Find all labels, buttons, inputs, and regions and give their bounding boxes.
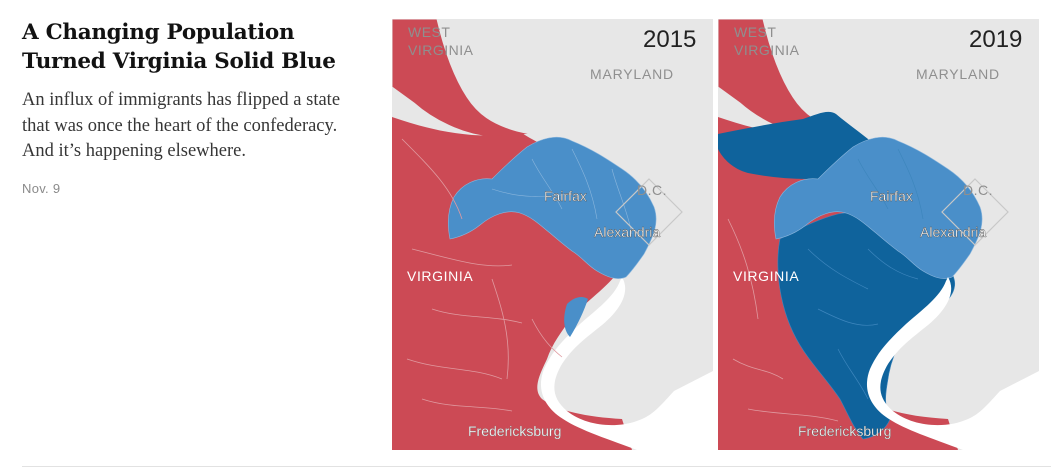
west-virginia-label-line1: WEST (734, 24, 776, 40)
maryland-label: MARYLAND (916, 66, 1000, 82)
fredericksburg-label: Fredericksburg (468, 423, 561, 439)
blue-precinct-borders (807, 148, 924, 400)
dc-boundary (941, 178, 1009, 246)
west-virginia-label-line1: WEST (408, 24, 450, 40)
fairfax-label: Fairfax (870, 188, 913, 204)
publish-date: Nov. 9 (22, 180, 61, 196)
prince-william-blue-strip (564, 296, 588, 337)
dc-label: D.C. (637, 182, 667, 198)
story-text-block: A Changing Population Turned Virginia So… (22, 18, 367, 196)
map-2019[interactable]: WEST VIRGINIA 2019 MARYLAND D.C. Fairfax… (718, 19, 1039, 450)
dc-label: D.C. (963, 182, 993, 198)
precinct-borders (727, 218, 839, 422)
alexandria-label: Alexandria (920, 224, 986, 240)
virginia-label: VIRGINIA (407, 268, 473, 284)
potomac-river (866, 277, 1039, 450)
virginia-label: VIRGINIA (733, 268, 799, 284)
potomac-river (540, 277, 713, 450)
story-summary: An influx of immigrants has flipped a st… (22, 90, 341, 161)
fredericksburg-label: Fredericksburg (798, 423, 891, 439)
headline-link[interactable]: A Changing Population Turned Virginia So… (22, 20, 336, 74)
fairfax-county-blue (448, 136, 657, 279)
map-2015[interactable]: WEST VIRGINIA 2015 MARYLAND D.C. Fairfax… (392, 19, 713, 450)
alexandria-label: Alexandria (594, 224, 660, 240)
map-year-label: 2015 (643, 26, 696, 53)
fairfax-county-blue (774, 136, 983, 279)
west-virginia-label-line2: VIRGINIA (408, 42, 474, 58)
dc-boundary (615, 178, 683, 246)
west-virginia-label-line2: VIRGINIA (734, 42, 800, 58)
maryland-label: MARYLAND (590, 66, 674, 82)
section-divider (22, 466, 1051, 467)
precinct-borders (401, 138, 563, 412)
west-virginia-panhandle (392, 19, 531, 138)
map-year-label: 2019 (969, 26, 1022, 53)
fairfax-label: Fairfax (544, 188, 587, 204)
